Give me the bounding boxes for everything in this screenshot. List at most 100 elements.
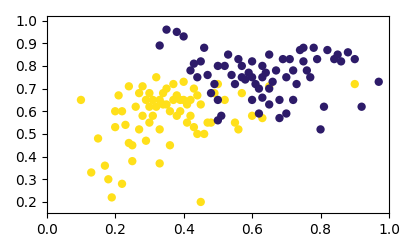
- Point: [211, 82, 218, 86]
- Point: [321, 105, 327, 109]
- Point: [95, 136, 101, 140]
- Point: [108, 195, 115, 199]
- Point: [239, 91, 245, 95]
- Point: [160, 91, 166, 95]
- Point: [239, 64, 245, 68]
- Point: [303, 69, 310, 73]
- Point: [352, 82, 358, 86]
- Point: [221, 64, 228, 68]
- Point: [198, 200, 204, 204]
- Point: [184, 120, 190, 124]
- Point: [173, 30, 180, 34]
- Point: [156, 127, 163, 131]
- Point: [166, 109, 173, 113]
- Point: [198, 103, 204, 107]
- Point: [232, 120, 238, 124]
- Point: [190, 87, 197, 91]
- Point: [215, 82, 221, 86]
- Point: [259, 64, 266, 68]
- Point: [126, 84, 132, 88]
- Point: [139, 114, 146, 118]
- Point: [115, 93, 122, 98]
- Point: [215, 118, 221, 122]
- Point: [149, 114, 156, 118]
- Point: [204, 120, 211, 124]
- Point: [173, 114, 180, 118]
- Point: [259, 116, 266, 120]
- Point: [129, 159, 136, 163]
- Point: [201, 132, 208, 136]
- Point: [280, 57, 286, 61]
- Point: [286, 57, 293, 61]
- Point: [221, 98, 228, 102]
- Point: [338, 59, 344, 64]
- Point: [352, 57, 358, 61]
- Point: [146, 105, 153, 109]
- Point: [166, 143, 173, 147]
- Point: [122, 123, 129, 127]
- Point: [290, 98, 296, 102]
- Point: [190, 62, 197, 66]
- Point: [112, 109, 119, 113]
- Point: [317, 127, 324, 131]
- Point: [180, 80, 187, 84]
- Point: [324, 48, 331, 52]
- Point: [334, 53, 341, 57]
- Point: [126, 141, 132, 145]
- Point: [208, 91, 214, 95]
- Point: [119, 109, 125, 113]
- Point: [119, 182, 125, 186]
- Point: [208, 120, 214, 124]
- Point: [235, 127, 242, 131]
- Point: [139, 84, 146, 88]
- Point: [215, 98, 221, 102]
- Point: [194, 132, 200, 136]
- Point: [225, 53, 232, 57]
- Point: [249, 59, 255, 64]
- Point: [300, 59, 307, 64]
- Point: [310, 46, 317, 50]
- Point: [256, 111, 262, 115]
- Point: [201, 46, 208, 50]
- Point: [266, 103, 273, 107]
- Point: [143, 98, 149, 102]
- Point: [146, 120, 153, 124]
- Point: [249, 75, 255, 79]
- Point: [249, 98, 255, 102]
- Point: [344, 50, 351, 54]
- Point: [173, 93, 180, 98]
- Point: [177, 98, 183, 102]
- Point: [194, 93, 200, 98]
- Point: [136, 91, 142, 95]
- Point: [149, 98, 156, 102]
- Point: [232, 82, 238, 86]
- Point: [156, 44, 163, 48]
- Point: [215, 64, 221, 68]
- Point: [78, 98, 84, 102]
- Point: [276, 116, 283, 120]
- Point: [307, 75, 314, 79]
- Point: [177, 109, 183, 113]
- Point: [262, 71, 269, 75]
- Point: [266, 84, 273, 88]
- Point: [235, 57, 242, 61]
- Point: [187, 69, 194, 73]
- Point: [170, 98, 177, 102]
- Point: [331, 57, 337, 61]
- Point: [228, 73, 235, 77]
- Point: [314, 57, 320, 61]
- Point: [269, 80, 276, 84]
- Point: [180, 35, 187, 39]
- Point: [163, 103, 170, 107]
- Point: [242, 78, 249, 82]
- Point: [129, 143, 136, 147]
- Point: [273, 69, 279, 73]
- Point: [256, 87, 262, 91]
- Point: [376, 80, 382, 84]
- Point: [266, 53, 273, 57]
- Point: [187, 114, 194, 118]
- Point: [358, 105, 365, 109]
- Point: [198, 59, 204, 64]
- Point: [194, 75, 200, 79]
- Point: [184, 103, 190, 107]
